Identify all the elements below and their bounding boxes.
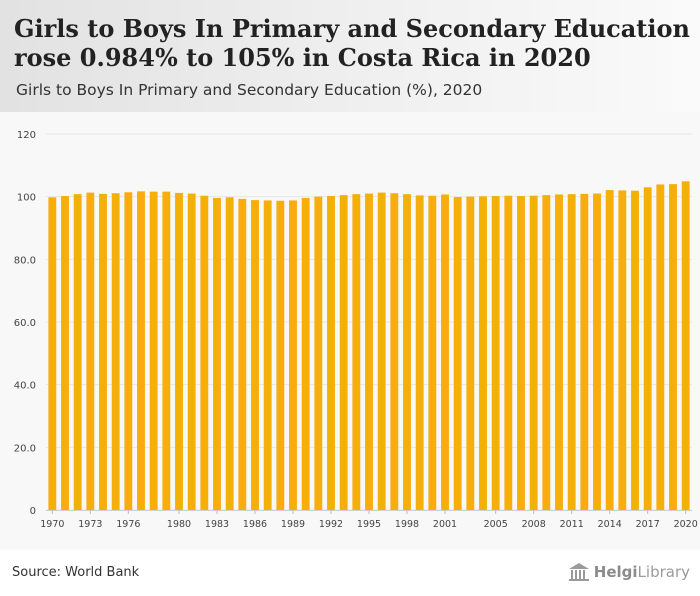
bar (517, 196, 525, 510)
bar (580, 193, 589, 510)
x-tick-label: 1992 (319, 519, 343, 530)
bar (618, 190, 627, 510)
bar (365, 193, 373, 510)
bar (263, 200, 272, 510)
helgi-library-logo[interactable]: HelgiLibrary (568, 561, 690, 583)
y-tick-label: 60.0 (14, 318, 36, 329)
bar (175, 192, 183, 510)
bar (162, 191, 171, 511)
x-tick-label: 1973 (78, 519, 102, 530)
bar (111, 193, 120, 510)
bar (61, 196, 69, 510)
bar (238, 198, 247, 511)
y-tick-label: 120 (17, 130, 36, 141)
bar (48, 197, 57, 510)
bar (377, 192, 386, 510)
bar (187, 193, 196, 510)
bar (289, 200, 297, 510)
bar (200, 195, 209, 510)
bar (73, 194, 82, 510)
x-tick-label: 2020 (674, 519, 698, 530)
bar (466, 196, 475, 510)
y-tick-label: 20.0 (14, 443, 36, 454)
bar (225, 197, 234, 510)
x-tick-label: 2001 (433, 519, 457, 530)
bar (251, 200, 259, 510)
bar (415, 195, 424, 510)
page-title: Girls to Boys In Primary and Secondary E… (14, 14, 690, 72)
x-tick-label: 1976 (116, 519, 140, 530)
bar (352, 194, 361, 510)
bar (149, 191, 158, 511)
y-tick-label: 80.0 (14, 255, 36, 266)
y-tick-label: 40.0 (14, 381, 36, 392)
bar (555, 194, 563, 510)
bar (529, 195, 538, 510)
bar (631, 190, 639, 511)
bar (504, 195, 513, 510)
bar (86, 192, 95, 510)
library-columns-icon (568, 563, 589, 581)
bar (479, 196, 487, 510)
x-tick-label: 1989 (281, 519, 305, 530)
x-tick-label: 1980 (167, 519, 191, 530)
bar (99, 193, 107, 510)
bar (124, 192, 133, 510)
bar (213, 197, 221, 511)
bar (542, 195, 551, 510)
bar (276, 200, 285, 510)
bar (567, 194, 576, 510)
bar (327, 196, 335, 510)
bar (669, 184, 677, 510)
y-tick-label: 0 (30, 506, 36, 517)
bar (593, 193, 601, 510)
bar (339, 195, 348, 510)
bar (453, 196, 462, 510)
bar (390, 193, 399, 510)
y-tick-label: 100 (17, 193, 36, 204)
logo-text-rest: Library (637, 563, 690, 581)
bar (403, 194, 411, 510)
x-tick-label: 2017 (636, 519, 660, 530)
bar (301, 197, 310, 511)
x-tick-label: 1983 (205, 519, 229, 530)
bar (314, 196, 323, 510)
x-tick-label: 1986 (243, 519, 267, 530)
bar (605, 190, 614, 510)
bar (643, 187, 652, 510)
bar (681, 181, 690, 510)
bar (656, 184, 665, 510)
bar-chart: 0 20.0 40.0 60.0 80.0 100 120 1970 1973 1976 1980 1… (14, 130, 698, 530)
x-tick-label: 2005 (484, 519, 508, 530)
x-tick-label: 2008 (522, 519, 546, 530)
x-tick-label: 1970 (40, 519, 64, 530)
x-tick-label: 2011 (560, 519, 584, 530)
x-tick-label: 2014 (598, 519, 622, 530)
bar (428, 195, 437, 510)
logo-text-bold: Helgi (593, 563, 638, 581)
x-tick-label: 1995 (357, 519, 381, 530)
bar (441, 194, 449, 510)
chart-subtitle: Girls to Boys In Primary and Secondary E… (16, 81, 483, 99)
bar (491, 196, 500, 510)
x-tick-label: 1998 (395, 519, 419, 530)
source-note: Source: World Bank (12, 565, 140, 580)
bar (137, 191, 145, 510)
header-banner: Girls to Boys In Primary and Secondary E… (0, 0, 700, 112)
